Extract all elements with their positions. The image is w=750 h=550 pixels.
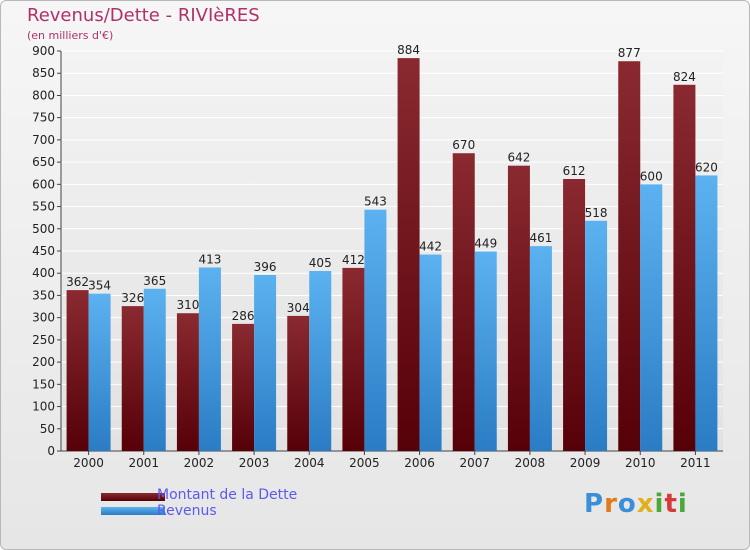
- data-label-revenus: 365: [143, 274, 166, 288]
- data-label-revenus: 543: [364, 195, 387, 209]
- bar-dette: [66, 290, 89, 451]
- bar-dette: [673, 84, 696, 452]
- bar-dette: [397, 58, 420, 451]
- x-tick-label: 2000: [73, 456, 104, 470]
- data-label-revenus: 354: [88, 279, 111, 293]
- data-label-dette: 824: [673, 70, 696, 84]
- bar-revenus: [695, 175, 718, 451]
- legend-swatch-dette: [101, 493, 165, 501]
- data-label-revenus: 396: [254, 260, 277, 274]
- bar-revenus: [640, 184, 663, 452]
- data-label-dette: 326: [121, 291, 144, 305]
- x-tick-label: 2011: [680, 456, 711, 470]
- x-tick-label: 2003: [239, 456, 270, 470]
- y-tick-label: 450: [32, 244, 55, 258]
- logo-letter: P: [584, 489, 605, 519]
- y-tick-label: 800: [32, 88, 55, 102]
- legend-label-dette: Montant de la Dette: [157, 487, 298, 503]
- bar-revenus: [254, 275, 277, 451]
- bar-revenus: [364, 209, 387, 451]
- y-tick-label: 850: [32, 66, 55, 80]
- chart-subtitle: (en milliers d'€): [27, 29, 114, 42]
- data-label-revenus: 620: [695, 160, 718, 174]
- y-tick-label: 500: [32, 222, 55, 236]
- bar-dette: [287, 315, 310, 451]
- data-label-dette: 670: [452, 138, 475, 152]
- x-tick-label: 2010: [625, 456, 656, 470]
- logo-letter: r: [604, 489, 618, 519]
- data-label-revenus: 442: [419, 240, 442, 254]
- logo-letter: t: [664, 489, 678, 519]
- bar-dette: [507, 165, 530, 451]
- logo-letter: i: [654, 489, 665, 519]
- data-label-dette: 304: [287, 301, 310, 315]
- legend-swatch-revenus: [101, 507, 165, 515]
- bar-dette: [452, 153, 475, 451]
- bar-revenus: [585, 220, 608, 451]
- y-tick-label: 650: [32, 155, 55, 169]
- y-tick-label: 150: [32, 377, 55, 391]
- y-tick-label: 600: [32, 177, 55, 191]
- data-label-revenus: 449: [474, 236, 497, 250]
- logo-letter: i: [677, 489, 688, 519]
- y-tick-label: 100: [32, 400, 55, 414]
- data-label-dette: 412: [342, 253, 365, 267]
- bar-dette: [121, 306, 144, 451]
- data-label-dette: 362: [66, 275, 89, 289]
- bar-revenus: [143, 288, 166, 451]
- bar-revenus: [419, 254, 442, 451]
- bar-revenus: [88, 293, 111, 451]
- data-label-revenus: 518: [585, 206, 608, 220]
- y-tick-label: 700: [32, 133, 55, 147]
- bar-dette: [176, 313, 199, 451]
- y-tick-label: 50: [40, 422, 55, 436]
- x-tick-label: 2009: [570, 456, 601, 470]
- data-label-revenus: 405: [309, 256, 332, 270]
- x-tick-label: 2004: [294, 456, 325, 470]
- y-tick-label: 900: [32, 44, 55, 58]
- y-tick-label: 750: [32, 111, 55, 125]
- x-tick-label: 2008: [515, 456, 546, 470]
- x-tick-label: 2007: [459, 456, 490, 470]
- data-label-dette: 877: [618, 46, 641, 60]
- chart-title: Revenus/Dette - RIVIèRES: [27, 5, 260, 26]
- bar-revenus: [529, 246, 552, 451]
- x-tick-label: 2006: [404, 456, 435, 470]
- x-tick-label: 2002: [184, 456, 215, 470]
- y-tick-label: 250: [32, 333, 55, 347]
- y-tick-label: 350: [32, 288, 55, 302]
- data-label-dette: 286: [232, 309, 255, 323]
- y-tick-label: 300: [32, 311, 55, 325]
- x-tick-label: 2005: [349, 456, 380, 470]
- logo-letter: o: [617, 489, 637, 519]
- data-label-dette: 612: [563, 164, 586, 178]
- data-label-revenus: 600: [640, 169, 663, 183]
- data-label-revenus: 413: [198, 252, 221, 266]
- bar-revenus: [474, 251, 497, 451]
- bar-dette: [232, 323, 255, 451]
- bar-dette: [618, 61, 641, 451]
- data-label-dette: 642: [507, 151, 530, 165]
- data-label-dette: 310: [176, 298, 199, 312]
- proxiti-logo: Proxiti: [584, 489, 688, 519]
- data-label-revenus: 461: [529, 231, 552, 245]
- x-tick-label: 2001: [128, 456, 159, 470]
- data-label-dette: 884: [397, 43, 420, 57]
- bar-dette: [342, 267, 365, 451]
- legend-label-revenus: Revenus: [157, 503, 217, 519]
- bar-dette: [563, 179, 586, 451]
- logo-letter: x: [636, 489, 655, 519]
- y-tick-label: 400: [32, 266, 55, 280]
- y-tick-label: 200: [32, 355, 55, 369]
- y-tick-label: 0: [47, 444, 55, 458]
- bar-revenus: [309, 271, 332, 451]
- y-tick-label: 550: [32, 200, 55, 214]
- bar-chart: 0 50 100 150 200 250 300 350 400 450 500 550 600 650 7…: [32, 43, 723, 470]
- bar-revenus: [198, 267, 221, 451]
